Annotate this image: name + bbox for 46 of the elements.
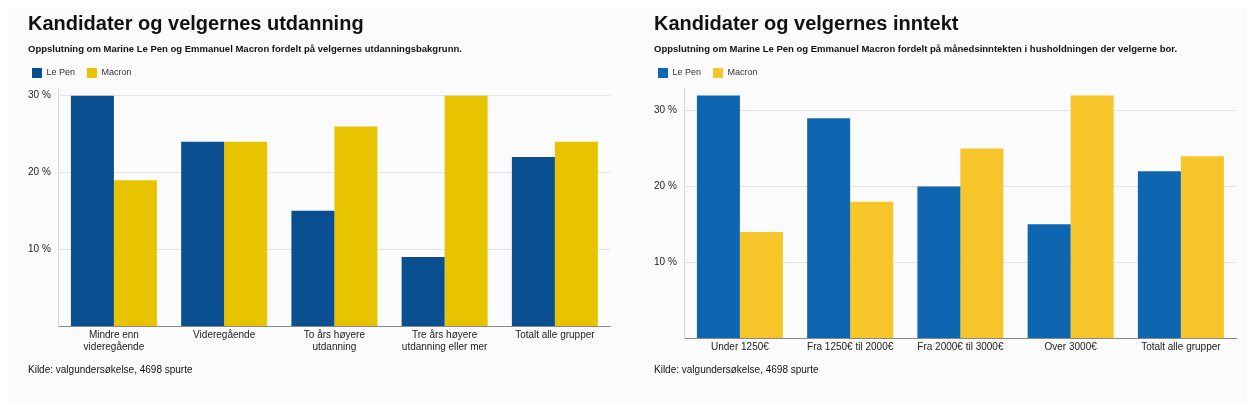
bar — [739, 231, 783, 338]
bar — [181, 141, 225, 326]
legend-label: Macron — [727, 67, 758, 78]
x-tick-label: Fra 2000€ til 3000€ — [917, 340, 1004, 352]
bar — [850, 201, 894, 338]
x-tick-label: Mindre enn videregående — [83, 328, 145, 352]
x-tick-label: Tre års høyere utdanning eller mer — [401, 328, 489, 352]
text: Kilde: valgundersøkelse, 4698 spurte — [654, 364, 820, 375]
bar — [1027, 224, 1071, 338]
x-tick-label: Under 1250€ — [711, 340, 770, 352]
bar — [291, 210, 335, 326]
bar — [401, 256, 445, 326]
x-tick-label: Videregående — [193, 328, 256, 340]
legend-label: Le Pen — [46, 67, 76, 78]
chart-title: Kandidater og velgernes inntekt — [654, 12, 960, 35]
y-tick-label: 10 % — [28, 242, 51, 254]
bar — [1070, 95, 1114, 338]
chart-subtitle: Oppslutning om Marine Le Pen og Emmanuel Macron fordelt på velgernes utdanningsbakgrunn. — [28, 43, 463, 54]
bar — [334, 126, 378, 326]
y-tick-label: 10 % — [654, 255, 677, 267]
bar — [113, 180, 157, 326]
bar — [444, 95, 488, 326]
bar — [960, 148, 1004, 338]
x-tick-label: Totalt alle grupper — [515, 328, 596, 340]
x-tick-label: Totalt alle grupper — [1141, 340, 1222, 352]
bar — [1180, 156, 1224, 338]
y-tick-label: 30 % — [654, 104, 677, 116]
y-tick-label: 20 % — [654, 180, 677, 192]
bar — [917, 186, 961, 338]
chart-subtitle: Oppslutning om Marine Le Pen og Emmanuel Macron fordelt på månedsinntekten i husholdningen der velgerne bor. — [654, 43, 1179, 54]
legend-label: Macron — [101, 67, 132, 78]
y-tick-label: 20 % — [28, 166, 51, 178]
bar — [70, 95, 114, 326]
legend-label: Le Pen — [672, 67, 702, 78]
bar — [696, 95, 740, 338]
text: Kilde: valgundersøkelse, 4698 spurte — [28, 364, 194, 375]
chart-title: Kandidater og velgernes utdanning — [28, 12, 365, 35]
bar — [224, 141, 268, 326]
x-tick-label: Over 3000€ — [1044, 340, 1098, 352]
bar — [554, 141, 598, 326]
x-tick-label: To års høyere utdanning — [303, 328, 366, 352]
bar — [807, 118, 851, 338]
bar — [511, 157, 555, 326]
y-tick-label: 30 % — [28, 89, 51, 101]
x-tick-label: Fra 1250€ til 2000€ — [807, 340, 894, 352]
bar — [1137, 171, 1181, 338]
